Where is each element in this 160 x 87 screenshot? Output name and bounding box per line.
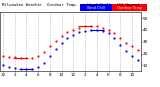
Text: Milwaukee Weather  Outdoor Temp. vs Wind Chill  (24 Hours): Milwaukee Weather Outdoor Temp. vs Wind …: [2, 3, 139, 7]
Text: Wind Chill: Wind Chill: [87, 6, 105, 10]
Text: Outdoor Temp: Outdoor Temp: [117, 6, 142, 10]
